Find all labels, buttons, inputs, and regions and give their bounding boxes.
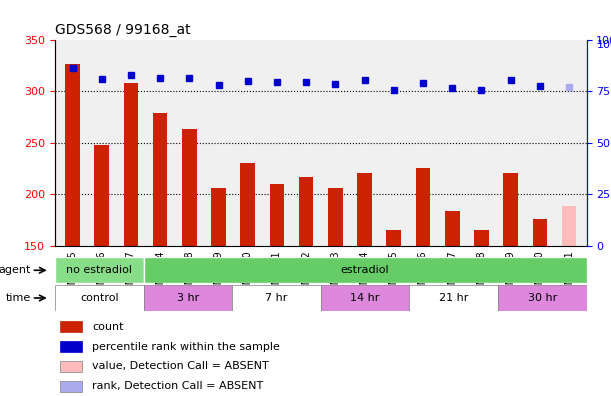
Bar xyxy=(60,361,82,372)
Bar xyxy=(357,173,372,246)
Bar xyxy=(299,177,313,246)
Bar xyxy=(65,64,80,246)
Text: no estradiol: no estradiol xyxy=(66,265,133,275)
Bar xyxy=(241,163,255,246)
Bar xyxy=(415,168,430,246)
Text: rank, Detection Call = ABSENT: rank, Detection Call = ABSENT xyxy=(92,381,263,391)
Text: percentile rank within the sample: percentile rank within the sample xyxy=(92,341,280,352)
Bar xyxy=(153,113,167,246)
Text: time: time xyxy=(6,293,31,303)
Bar xyxy=(211,188,226,246)
Text: 14 hr: 14 hr xyxy=(350,293,380,303)
FancyBboxPatch shape xyxy=(409,285,498,311)
FancyBboxPatch shape xyxy=(232,285,321,311)
Text: 7 hr: 7 hr xyxy=(265,293,288,303)
Text: GDS568 / 99168_at: GDS568 / 99168_at xyxy=(55,23,191,37)
Text: estradiol: estradiol xyxy=(341,265,389,275)
Bar xyxy=(60,381,82,392)
Bar xyxy=(474,230,489,246)
Bar xyxy=(445,211,459,246)
FancyBboxPatch shape xyxy=(55,285,144,311)
Bar xyxy=(269,184,284,246)
Bar xyxy=(60,341,82,352)
Text: agent: agent xyxy=(0,265,31,275)
Bar xyxy=(95,145,109,246)
Bar xyxy=(123,83,138,246)
Bar xyxy=(60,321,82,332)
Text: 30 hr: 30 hr xyxy=(528,293,557,303)
FancyBboxPatch shape xyxy=(55,257,144,283)
Text: value, Detection Call = ABSENT: value, Detection Call = ABSENT xyxy=(92,361,269,371)
Bar xyxy=(328,188,343,246)
FancyBboxPatch shape xyxy=(144,257,587,283)
Bar xyxy=(387,230,401,246)
FancyBboxPatch shape xyxy=(144,285,232,311)
FancyBboxPatch shape xyxy=(498,285,587,311)
FancyBboxPatch shape xyxy=(321,285,409,311)
Text: control: control xyxy=(80,293,119,303)
Bar xyxy=(503,173,518,246)
Text: 21 hr: 21 hr xyxy=(439,293,469,303)
Bar xyxy=(533,219,547,246)
Text: count: count xyxy=(92,322,123,332)
Bar xyxy=(182,129,197,246)
Text: 3 hr: 3 hr xyxy=(177,293,199,303)
Text: 100%: 100% xyxy=(597,40,611,50)
Bar xyxy=(562,206,576,246)
